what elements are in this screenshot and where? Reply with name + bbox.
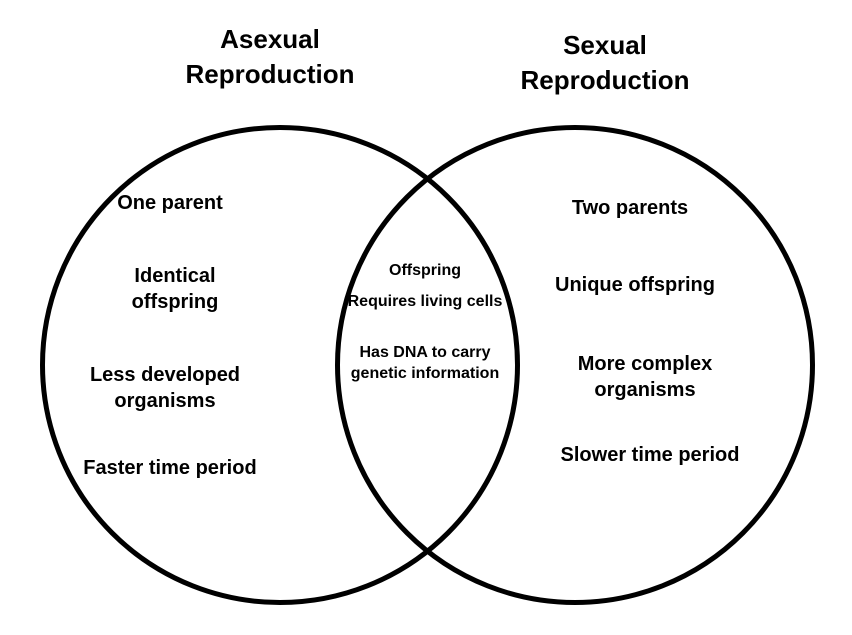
right-item: More complex organisms [540, 351, 750, 403]
left-item: Less developed organisms [55, 362, 275, 414]
left-title: Asexual Reproduction [155, 22, 385, 92]
left-item: Identical offspring [90, 263, 260, 315]
left-item: Faster time period [75, 455, 265, 481]
center-item: Requires living cells [345, 292, 505, 313]
right-item: Two parents [530, 195, 730, 221]
center-item: Offspring [345, 261, 505, 282]
right-item: Unique offspring [520, 272, 750, 298]
left-item: One parent [70, 190, 270, 216]
center-item: Has DNA to carry genetic information [345, 343, 505, 385]
right-title: Sexual Reproduction [490, 28, 720, 98]
right-item: Slower time period [550, 442, 750, 468]
venn-diagram: Asexual Reproduction Sexual Reproduction… [0, 0, 852, 635]
